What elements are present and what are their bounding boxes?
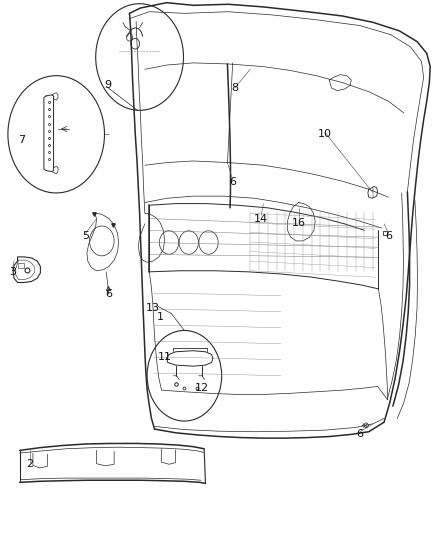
Text: 13: 13	[145, 303, 159, 313]
Text: 12: 12	[194, 383, 208, 393]
Text: 11: 11	[157, 352, 171, 362]
Text: 6: 6	[356, 430, 363, 439]
Text: 16: 16	[291, 218, 305, 228]
Text: 9: 9	[104, 80, 111, 90]
Text: 6: 6	[229, 177, 236, 187]
Text: 10: 10	[317, 130, 331, 139]
Text: 7: 7	[18, 135, 25, 144]
Text: 2: 2	[26, 459, 33, 469]
Text: 8: 8	[231, 83, 238, 93]
Text: 1: 1	[156, 312, 163, 322]
Text: 6: 6	[384, 231, 391, 240]
Text: 3: 3	[9, 267, 16, 277]
Text: 6: 6	[105, 289, 112, 299]
Text: 14: 14	[254, 214, 268, 223]
Text: 5: 5	[82, 231, 89, 240]
